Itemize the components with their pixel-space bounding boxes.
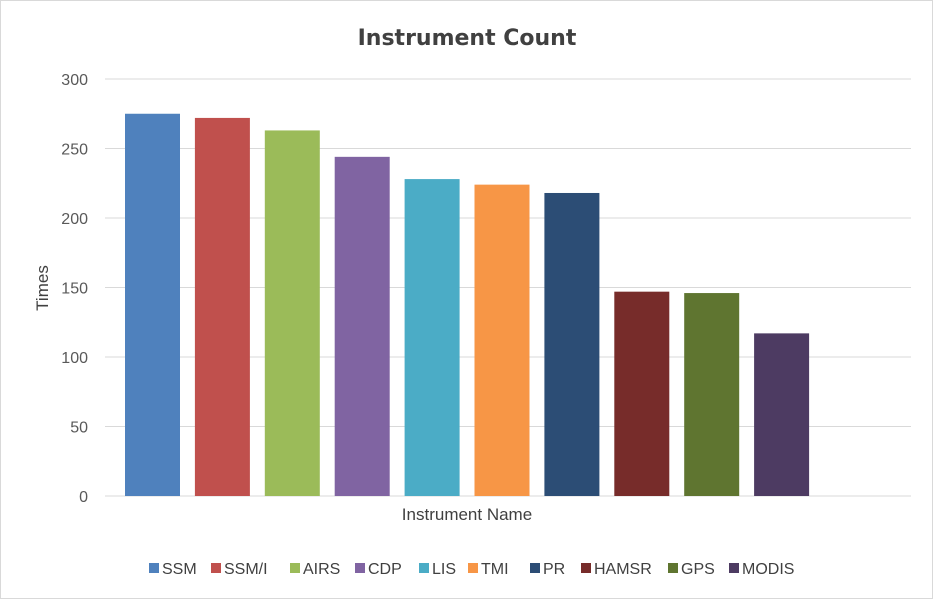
legend-swatch-pr — [530, 563, 540, 573]
legend-swatch-cdp — [355, 563, 365, 573]
y-tick-0: 0 — [79, 489, 88, 506]
y-tick-300: 300 — [61, 72, 88, 89]
legend-label-ssm-i: SSM/I — [224, 561, 268, 578]
bar-cdp — [334, 156, 390, 496]
legend-label-modis: MODIS — [742, 561, 794, 578]
bars — [125, 113, 810, 497]
bar-ssm — [125, 113, 180, 496]
y-tick-50: 50 — [70, 420, 88, 437]
bar-lis — [404, 179, 460, 496]
chart-title: Instrument Count — [358, 26, 577, 51]
legend-label-pr: PR — [543, 561, 565, 578]
y-tick-150: 150 — [61, 281, 88, 298]
bar-tmi — [474, 184, 530, 496]
legend-label-hamsr: HAMSR — [594, 561, 652, 578]
legend-swatch-modis — [729, 563, 739, 573]
y-axis-label: Times — [33, 265, 52, 311]
legend-label-lis: LIS — [432, 561, 456, 578]
legend-label-tmi: TMI — [481, 561, 509, 578]
legend-swatch-ssm-i — [211, 563, 221, 573]
legend: SSM SSM/I AIRS CDP LIS TMI PR HAMSR GPS MODIS — [149, 561, 794, 578]
legend-label-cdp: CDP — [368, 561, 402, 578]
legend-swatch-hamsr — [581, 563, 591, 573]
bar-pr — [544, 192, 600, 497]
legend-swatch-gps — [668, 563, 678, 573]
x-axis-label: Instrument Name — [402, 505, 532, 524]
bar-modis — [754, 333, 810, 496]
legend-swatch-tmi — [468, 563, 478, 573]
y-tick-250: 250 — [61, 142, 88, 159]
bar-airs — [264, 130, 320, 496]
y-tick-100: 100 — [61, 350, 88, 367]
legend-swatch-ssm — [149, 563, 159, 573]
bar-hamsr — [614, 291, 670, 496]
legend-label-airs: AIRS — [303, 561, 340, 578]
legend-label-ssm: SSM — [162, 561, 197, 578]
legend-swatch-airs — [290, 563, 300, 573]
legend-label-gps: GPS — [681, 561, 715, 578]
y-axis-ticks: 0 50 100 150 200 250 300 — [61, 72, 88, 506]
bar-ssm-i — [194, 117, 250, 497]
legend-swatch-lis — [419, 563, 429, 573]
y-tick-200: 200 — [61, 211, 88, 228]
bar-gps — [684, 293, 740, 496]
